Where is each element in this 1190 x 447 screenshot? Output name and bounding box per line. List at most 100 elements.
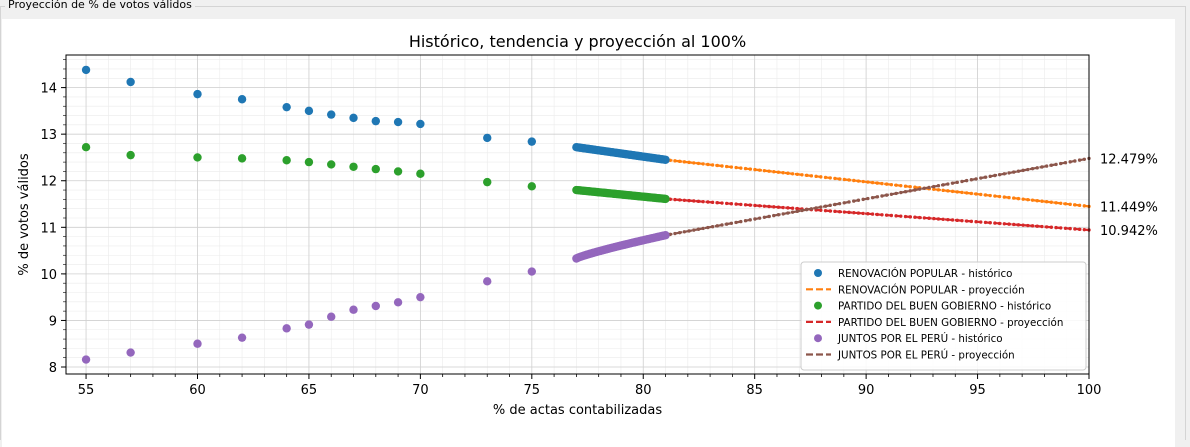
historical-point [483,277,492,286]
projection-point [828,209,832,213]
projection-point [889,192,894,196]
projection-point [772,169,776,174]
historical-point [483,133,492,143]
projection-point [1059,226,1063,230]
projection-point [913,215,917,219]
projection-point [743,166,748,171]
projection-point [1059,161,1063,166]
projection-point [1063,160,1068,165]
projection-point [936,217,941,221]
projection-point [753,167,757,172]
projection-point [842,177,847,182]
projection-point [899,214,903,218]
projection-point [908,185,912,189]
historical-point [416,119,425,129]
projection-point [903,214,908,219]
projection-point [983,193,988,197]
projection-point [955,190,959,194]
axes-frame [65,54,1090,375]
projection-point [772,205,776,209]
y-tick-label: 10 [40,268,57,283]
historical-point [193,89,202,99]
historical-point [237,95,247,104]
historical-point [126,77,135,87]
projection-point [729,202,734,206]
historical-point [416,292,425,302]
x-tick-label: 90 [858,383,875,398]
projection-point [776,205,781,209]
projection-point [837,177,842,181]
projection-point [950,218,955,222]
projection-point [941,183,945,187]
projection-point [720,223,724,227]
projection-point [748,203,752,207]
historical-point [349,113,358,123]
projection-point [833,176,837,181]
projection-point [870,195,875,200]
projection-point [1016,169,1021,173]
projection-point [875,181,879,185]
projection-point [1021,223,1025,227]
projection-point [1007,171,1011,175]
projection-point [988,193,992,198]
projection-point [870,212,875,216]
projection-point [677,230,682,235]
projection-point [715,201,719,205]
x-tick-label: 95 [969,383,986,398]
projection-point [687,229,691,233]
projection-point [941,188,945,193]
legend-label: PARTIDO DEL BUEN GOBIERNO - proyección [838,317,1063,329]
x-tick-label: 85 [746,383,763,398]
projection-point [852,211,856,215]
projection-point [884,182,889,186]
projection-point [917,215,922,220]
projection-point [936,184,941,188]
legend: RENOVACIÓN POPULAR - histórico RENOVACIÓN… [800,261,1087,371]
projection-point [795,206,799,211]
projection-point [795,172,799,176]
historical-point [126,150,135,160]
projection-point [1007,222,1011,226]
projection-point [1059,201,1063,205]
projection-point [1073,159,1077,163]
historical-point [349,162,358,171]
historical-point [349,305,358,314]
projection-point [922,186,927,190]
projection-point [842,201,847,205]
tick-layer: 55 60 65 70 75 80 85 90 95 100 8 9 10 11 12 13 14 [40,59,1102,398]
projection-point [1077,227,1082,232]
projection-point [1049,200,1054,204]
projection-point [913,188,917,192]
series-2 [81,156,1091,364]
historical-point [193,339,202,348]
projection-point [875,195,879,199]
projection-point [692,199,696,203]
projection-point [828,203,832,208]
x-tick-label: 60 [189,383,206,398]
historical-point [527,182,537,191]
projection-point [682,230,687,234]
projection-point [1082,227,1086,232]
final-value-labels: 11.449% 10.942% 12.479% [1100,152,1158,239]
final-value-label: 11.449% [1100,200,1158,215]
y-tick-label: 12 [40,175,57,190]
projection-point [706,162,710,167]
historical-point [327,110,336,119]
projection-point [677,198,682,202]
projection-point [1021,168,1025,173]
projection-point [725,164,729,169]
projection-point [833,209,837,214]
projection-point [753,217,757,221]
x-tick-label: 100 [1077,383,1102,398]
projection-point [725,201,729,206]
y-tick-label: 8 [49,361,57,376]
projection-point [734,202,738,206]
projection-point [673,231,677,236]
projection-point [899,190,903,195]
projection-point [1026,167,1030,172]
projection-point [729,221,734,225]
projection-point [880,181,884,186]
group-box-title: Proyección de % de votos válidos [5,0,195,11]
projection-point [993,173,997,178]
projection-point [884,213,889,217]
